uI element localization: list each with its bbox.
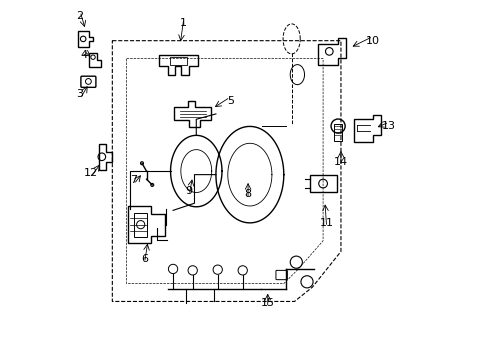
Text: 4: 4	[80, 50, 87, 60]
Text: 6: 6	[141, 253, 148, 264]
Text: 13: 13	[382, 121, 395, 131]
Text: 1: 1	[180, 18, 187, 28]
Text: 3: 3	[77, 89, 83, 99]
Text: 2: 2	[77, 11, 83, 21]
Text: 10: 10	[366, 36, 379, 46]
Text: 12: 12	[83, 168, 98, 178]
Text: 11: 11	[319, 218, 333, 228]
Text: 5: 5	[226, 96, 233, 107]
Text: 9: 9	[185, 186, 192, 196]
Text: 7: 7	[130, 175, 137, 185]
Text: 14: 14	[333, 157, 347, 167]
Text: 8: 8	[244, 189, 251, 199]
Text: 15: 15	[260, 298, 274, 308]
